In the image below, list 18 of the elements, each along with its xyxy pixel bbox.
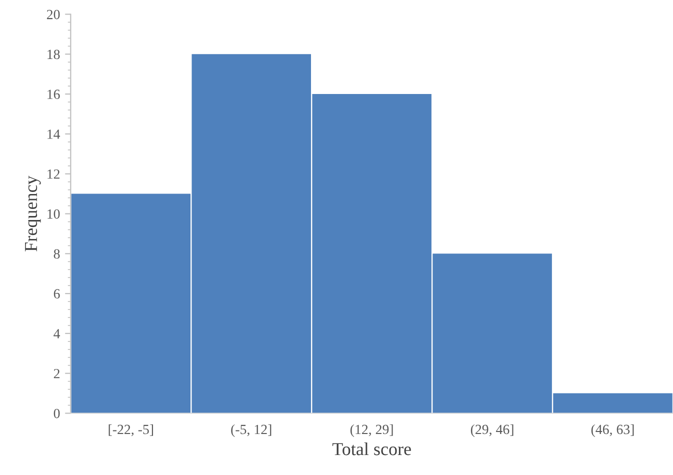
x-axis-title: Total score (332, 442, 411, 456)
y-tick-label: 12 (48, 169, 60, 179)
y-axis-title: Frequency (25, 176, 41, 252)
x-tick-label: (12, 29] (350, 424, 393, 437)
x-tick-label: (29, 46] (470, 424, 514, 437)
y-tick-label: 16 (48, 90, 60, 100)
x-tick-label: (46, 63] (591, 424, 634, 437)
y-tick-label: 0 (54, 408, 60, 418)
y-tick-label: 2 (54, 368, 60, 378)
y-tick-label: 20 (46, 10, 60, 20)
y-tick-label: 10 (48, 209, 60, 219)
y-tick-label: 4 (54, 329, 60, 338)
y-tick-label: 8 (54, 249, 60, 259)
y-tick-label: 14 (48, 130, 60, 139)
x-tick-label: [-22, -5] (108, 424, 154, 436)
y-tick-label: 6 (54, 289, 60, 299)
x-tick-label: (-5, 12] (231, 424, 272, 437)
y-tick-label: 18 (48, 50, 60, 60)
